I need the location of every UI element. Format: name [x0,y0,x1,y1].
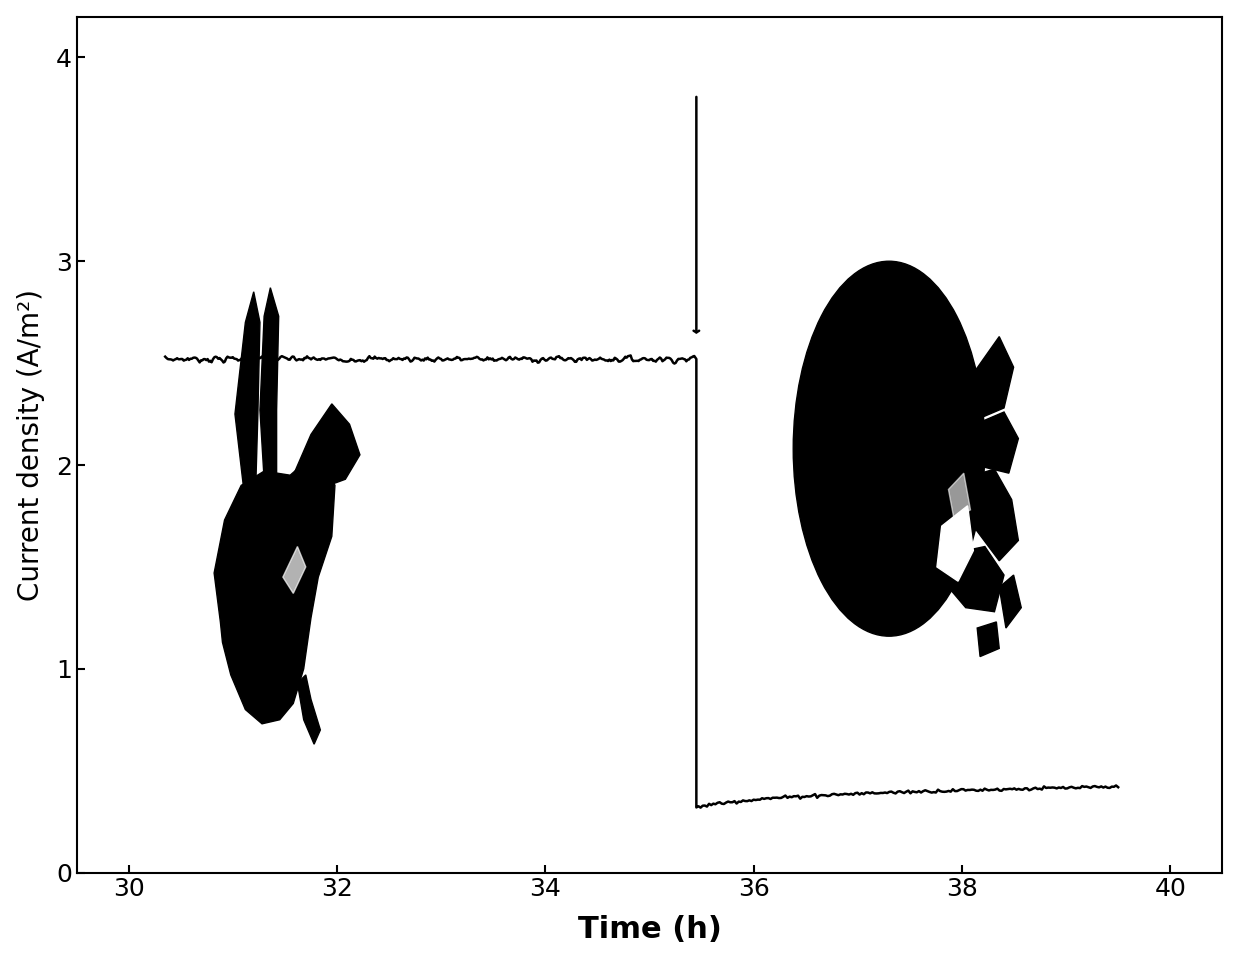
Polygon shape [214,451,335,724]
Y-axis label: Current density (A/m²): Current density (A/m²) [16,288,45,601]
Circle shape [793,261,985,636]
Polygon shape [978,622,999,656]
Polygon shape [948,473,970,520]
Polygon shape [260,287,279,480]
Polygon shape [999,575,1021,628]
Polygon shape [297,675,321,744]
Polygon shape [235,292,260,485]
Polygon shape [965,412,1018,473]
Polygon shape [970,336,1014,418]
Polygon shape [961,469,1018,561]
Polygon shape [937,505,974,581]
Polygon shape [947,547,1004,612]
X-axis label: Time (h): Time (h) [577,915,721,945]
Polygon shape [294,404,361,485]
Polygon shape [282,547,306,593]
